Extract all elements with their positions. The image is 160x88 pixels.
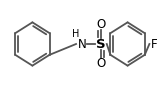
Text: N: N — [78, 37, 86, 51]
Text: S: S — [96, 37, 106, 51]
Text: O: O — [96, 18, 105, 31]
Text: F: F — [151, 37, 158, 51]
Text: O: O — [96, 57, 105, 70]
Text: H: H — [72, 29, 80, 39]
